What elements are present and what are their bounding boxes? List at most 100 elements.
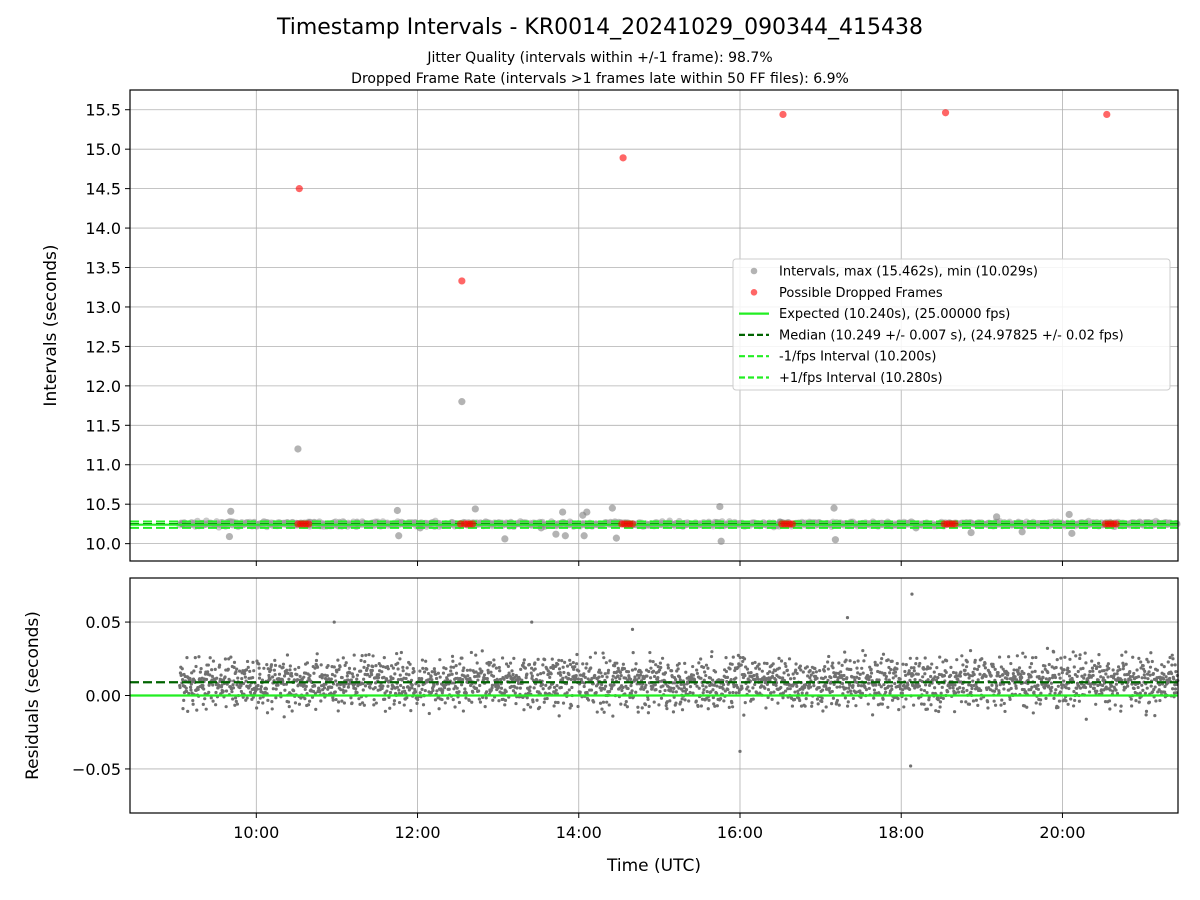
- residual-point: [450, 672, 454, 676]
- residual-point: [656, 675, 660, 680]
- dropped-frame-point: [788, 520, 796, 528]
- residual-point: [486, 671, 491, 675]
- residual-point: [475, 661, 479, 665]
- residual-point: [261, 701, 265, 705]
- residual-point: [1126, 680, 1130, 684]
- residual-point: [274, 687, 278, 691]
- residual-point: [1113, 703, 1117, 707]
- residual-point: [941, 660, 945, 664]
- residual-point: [1084, 717, 1088, 721]
- residual-point: [723, 689, 727, 693]
- residual-point: [843, 650, 847, 654]
- residual-point: [826, 660, 830, 664]
- legend-entry-label: Expected (10.240s), (25.00000 fps): [779, 307, 1010, 322]
- residual-point: [808, 676, 812, 680]
- residual-point: [694, 699, 698, 703]
- residual-point: [1143, 676, 1147, 680]
- residual-point: [313, 691, 317, 695]
- dropped-frames-series: [294, 109, 1120, 528]
- residual-point: [547, 691, 551, 696]
- residual-point: [1123, 678, 1127, 682]
- residual-point: [585, 690, 589, 695]
- residual-point: [973, 658, 977, 662]
- residual-point: [886, 684, 891, 688]
- residual-point: [1124, 650, 1128, 654]
- residual-point: [658, 668, 662, 672]
- residual-point: [671, 690, 675, 694]
- residual-point: [768, 678, 772, 682]
- residual-point: [273, 673, 277, 677]
- residual-point: [1104, 687, 1109, 691]
- residual-point: [930, 662, 934, 666]
- residual-point: [511, 689, 516, 693]
- residual-point: [214, 690, 218, 695]
- residual-point: [629, 684, 633, 688]
- residual-point: [430, 670, 434, 674]
- residual-point: [454, 671, 459, 675]
- residual-point: [995, 684, 999, 688]
- residual-point: [210, 674, 214, 678]
- residual-point: [536, 673, 540, 677]
- residual-point: [1140, 683, 1144, 687]
- residual-point: [781, 691, 785, 695]
- residual-point: [423, 688, 427, 693]
- residual-point: [270, 700, 274, 704]
- residual-point: [971, 699, 976, 703]
- residual-point: [678, 675, 682, 679]
- residual-point: [515, 686, 519, 690]
- residual-point: [795, 671, 799, 676]
- residual-point: [513, 691, 517, 695]
- residual-point: [554, 688, 558, 692]
- residual-point: [730, 701, 734, 705]
- residual-point: [798, 664, 803, 668]
- residual-point: [1106, 675, 1110, 679]
- residual-point: [999, 703, 1003, 707]
- residual-point: [541, 687, 545, 691]
- residual-point: [1119, 678, 1124, 682]
- residual-point: [1066, 666, 1070, 670]
- residual-point: [993, 678, 997, 682]
- residual-point: [1039, 691, 1043, 695]
- residual-point: [268, 677, 272, 681]
- residual-point: [668, 699, 672, 703]
- residual-point: [603, 672, 607, 676]
- residual-point: [1016, 669, 1020, 673]
- residual-point: [670, 669, 674, 673]
- residual-point: [1144, 713, 1148, 717]
- residual-point: [514, 701, 518, 706]
- residual-point: [266, 698, 270, 702]
- residual-point: [1083, 651, 1087, 655]
- residual-point: [634, 690, 638, 694]
- residual-point: [677, 661, 681, 666]
- residual-point: [922, 688, 927, 693]
- residual-point: [1132, 671, 1136, 676]
- residual-point: [619, 674, 623, 678]
- residual-point: [751, 697, 755, 701]
- interval-point: [993, 513, 1001, 521]
- residual-point: [747, 689, 751, 693]
- residual-point: [1041, 675, 1045, 680]
- residual-point: [485, 677, 489, 681]
- residual-point: [919, 702, 924, 706]
- residual-point: [697, 686, 701, 690]
- residual-point: [904, 697, 908, 701]
- residual-point: [269, 668, 273, 672]
- residual-point: [1088, 669, 1092, 674]
- residual-point: [1137, 656, 1141, 660]
- residual-point: [397, 700, 402, 705]
- residual-point: [361, 688, 365, 692]
- residual-point: [1091, 673, 1095, 678]
- residual-point: [589, 688, 594, 692]
- interval-point: [830, 504, 838, 512]
- residual-point: [679, 700, 683, 704]
- residual-point: [1162, 665, 1166, 669]
- residual-point: [738, 655, 742, 660]
- residual-point: [248, 684, 252, 688]
- residual-point: [206, 663, 210, 667]
- residual-point: [470, 700, 474, 704]
- residual-point: [629, 691, 633, 695]
- intervals-y-tick-label: 10.5: [85, 495, 121, 514]
- residual-point: [188, 685, 193, 689]
- residual-point: [1057, 672, 1061, 676]
- residual-point: [325, 674, 329, 678]
